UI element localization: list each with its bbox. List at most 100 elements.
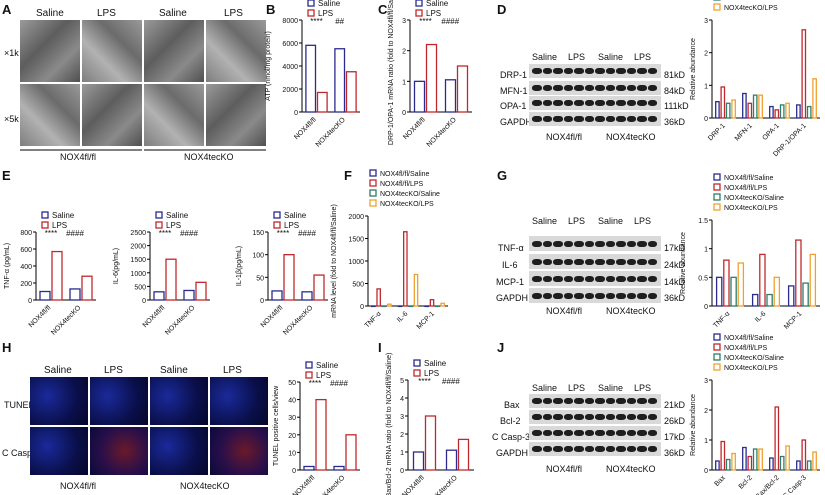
panel-label-a: A [2, 2, 12, 17]
c-bar [444, 79, 457, 113]
g-col-label-3: LPS [634, 216, 652, 226]
blot-band [553, 414, 563, 421]
f-legend-label: NOX4fl/fl/LPS [380, 181, 424, 188]
d-bar [806, 105, 812, 119]
d-legend-label: NOX4tecKO/Saline [724, 0, 784, 2]
j-bar [801, 439, 807, 471]
b-bar [345, 71, 357, 113]
h-col-label-1: LPS [104, 365, 123, 376]
h-sig-label: #### [330, 379, 348, 388]
f-legend-swatch [369, 169, 377, 177]
blot-band [647, 292, 657, 300]
blot-band [616, 398, 626, 405]
g-legend-swatch [713, 193, 721, 201]
blot-band [616, 430, 626, 437]
f-legend-label: NOX4tecKO/LPS [380, 201, 434, 208]
blot-band [532, 446, 542, 453]
h-bar [303, 465, 315, 471]
a-col-label-1: LPS [97, 8, 116, 19]
blot-band [584, 430, 594, 437]
h-bar [333, 465, 345, 471]
b-bar [334, 48, 346, 113]
g-y-tick-label: 1 [704, 247, 708, 254]
f-bar [413, 273, 419, 307]
panel-label-d: D [497, 2, 507, 17]
e1-y-tick-label: 400 [20, 264, 32, 271]
blot-band [626, 275, 636, 283]
blot-band [542, 116, 552, 123]
blot-band [542, 68, 552, 75]
j-bar [785, 445, 790, 471]
c-x-tick-label: NOX4fl/fl [402, 116, 427, 141]
d-row-label-3: GAPDH [500, 117, 533, 127]
western-blot [529, 288, 661, 303]
blot-band [553, 85, 563, 92]
g-bar [730, 276, 737, 307]
d-legend-swatch [713, 3, 721, 11]
b-sig-label: ## [335, 17, 344, 26]
d-bar [715, 101, 720, 119]
blot-band [616, 258, 626, 266]
blot-band [553, 68, 563, 75]
e2-legend-label: LPS [166, 221, 181, 230]
blot-band [574, 116, 584, 123]
fluorescence-image [150, 377, 208, 425]
blot-band [605, 292, 615, 300]
g-col-label-0: Saline [532, 216, 558, 226]
j-x-tick-label: C Casp-3 [782, 474, 808, 495]
blot-band [626, 258, 636, 266]
d-bar [769, 105, 774, 119]
c-legend-label: LPS [426, 9, 441, 18]
e2-y-tick-label: 1500 [130, 257, 146, 264]
j-group-label-1: NOX4tecKO [606, 464, 656, 474]
blot-band [553, 116, 563, 123]
f-x-tick-label: MCP-1 [416, 310, 436, 330]
c-y-tick-label: 1 [402, 79, 406, 86]
a-group-label-0: NOX4fl/fl [60, 152, 97, 162]
western-blot [529, 426, 661, 440]
j-kda-2: 17kD [664, 432, 686, 442]
e3-legend-swatch [273, 211, 281, 219]
western-blot [529, 254, 661, 269]
western-blot [529, 394, 661, 408]
blot-band [595, 275, 605, 283]
f-y-tick-label: 1000 [348, 259, 364, 266]
blot-band [532, 275, 542, 283]
d-group-label-1: NOX4tecKO [606, 132, 656, 142]
panel-label-i: I [378, 340, 382, 355]
b-x-tick-label: NOX4tecKO [315, 116, 348, 149]
e2-y-tick-label: 1000 [130, 271, 146, 278]
h-col-label-3: LPS [223, 365, 242, 376]
e3-y-axis-label: IL-1β(pg/mL) [236, 246, 243, 286]
j-legend-label: NOX4tecKO/Saline [724, 355, 784, 362]
em-image [82, 84, 142, 146]
d-y-tick-label: 0 [704, 116, 708, 123]
h-legend-swatch [305, 361, 313, 369]
blot-band [584, 258, 594, 266]
blot-band [626, 116, 636, 123]
e2-sig-label: **** [159, 229, 171, 238]
blot-band [626, 85, 636, 92]
blot-band [647, 258, 657, 266]
j-kda-1: 26kD [664, 416, 686, 426]
blot-band [532, 398, 542, 405]
blot-band [574, 446, 584, 453]
g-bar [809, 253, 817, 307]
blot-band [637, 100, 647, 107]
i-bar [457, 438, 470, 471]
g-y-tick-label: 0.5 [698, 275, 708, 282]
blot-band [584, 100, 594, 107]
h-x-tick-label: NOX4tecKO [314, 474, 347, 495]
b-y-tick-label: 4000 [282, 64, 298, 71]
i-bar [412, 451, 425, 471]
blot-band [595, 68, 605, 75]
blot-band [605, 275, 615, 283]
d-kda-0: 81kD [664, 70, 686, 80]
g-kda-0: 17kD [664, 243, 686, 253]
panel-label-j: J [497, 340, 505, 355]
d-col-label-2: Saline [598, 52, 624, 62]
g-y-axis-label: Relative abundance [680, 232, 687, 294]
blot-band [584, 85, 594, 92]
blot-band [532, 100, 542, 107]
